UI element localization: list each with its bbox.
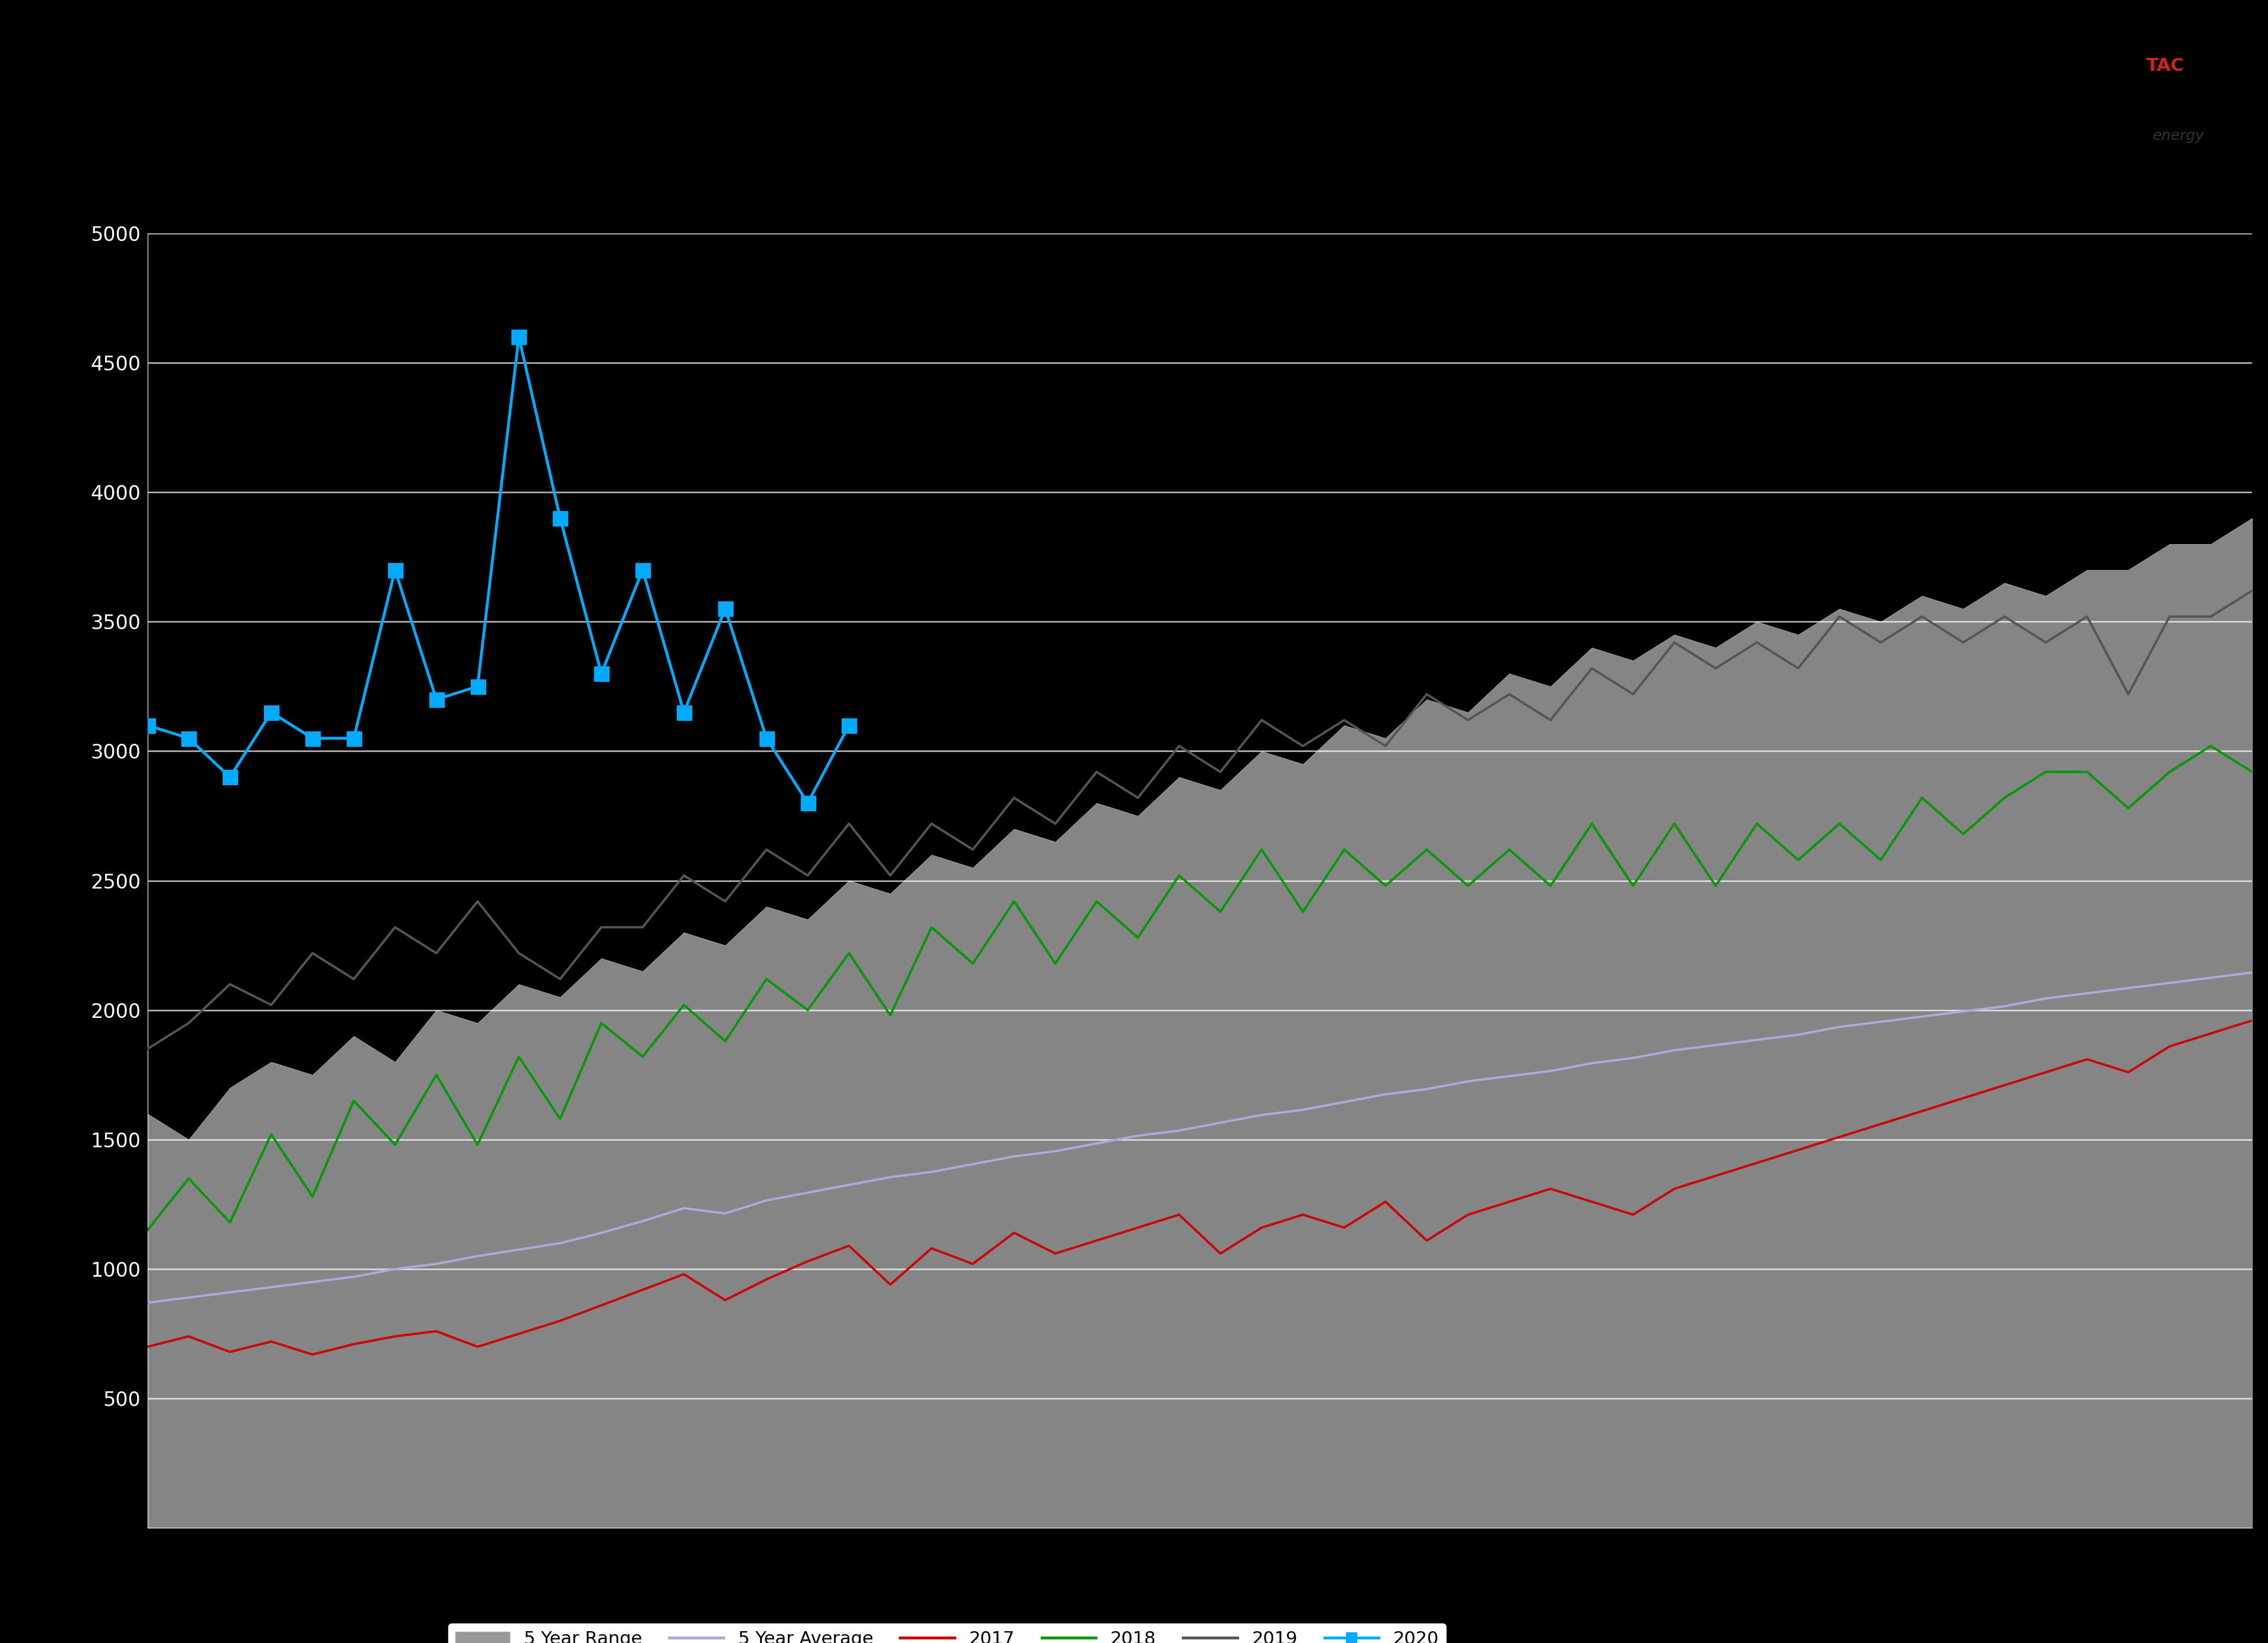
Text: energy: energy: [2152, 128, 2204, 143]
Legend: 5 Year Range, 5 Year Average, 2017, 2018, 2019, 2020: 5 Year Range, 5 Year Average, 2017, 2018…: [449, 1623, 1447, 1643]
Text: TAC: TAC: [2146, 58, 2184, 74]
Text: CRUDE  OIL  EXPORTS  (mb/day): CRUDE OIL EXPORTS (mb/day): [912, 82, 1356, 107]
